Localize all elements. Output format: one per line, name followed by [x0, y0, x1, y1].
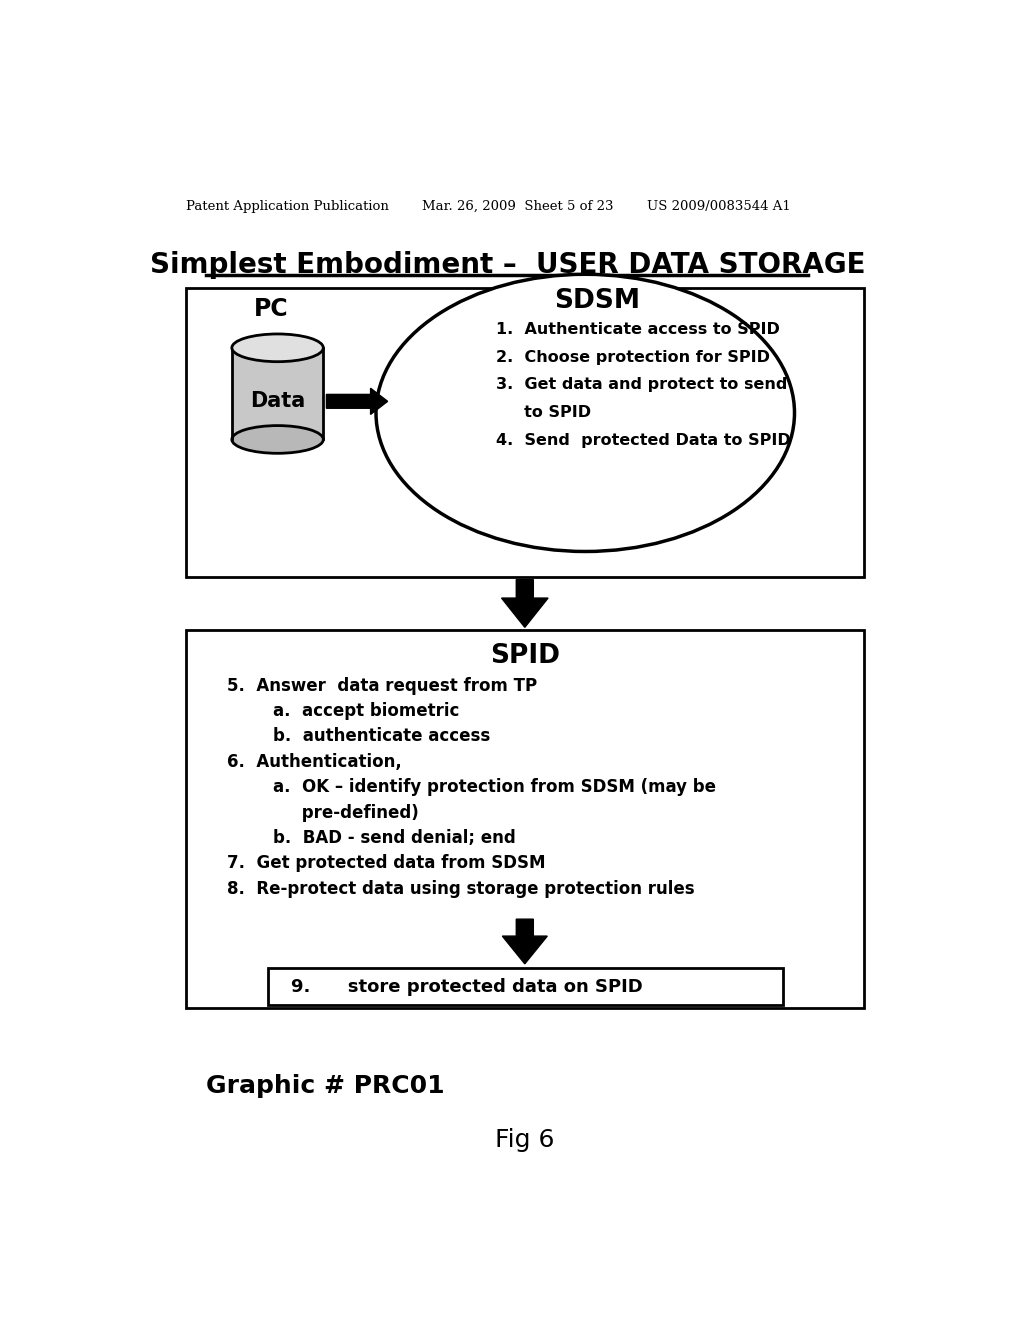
Bar	[186, 631, 864, 1007]
Ellipse shape	[376, 275, 795, 552]
Text: SPID: SPID	[489, 643, 560, 669]
Ellipse shape	[231, 334, 324, 362]
Text: Mar. 26, 2009  Sheet 5 of 23: Mar. 26, 2009 Sheet 5 of 23	[423, 199, 614, 213]
Text: a.  OK – identify protection from SDSM (may be: a. OK – identify protection from SDSM (m…	[227, 779, 716, 796]
Bar	[186, 288, 864, 577]
Text: PC: PC	[254, 297, 289, 321]
Ellipse shape	[231, 425, 324, 453]
Text: 6.  Authentication,: 6. Authentication,	[227, 752, 402, 771]
Text: Fig 6: Fig 6	[495, 1129, 555, 1152]
Text: Data: Data	[250, 391, 305, 412]
Text: Simplest Embodiment –  USER DATA STORAGE: Simplest Embodiment – USER DATA STORAGE	[150, 251, 865, 279]
Polygon shape	[502, 579, 548, 627]
Text: US 2009/0083544 A1: US 2009/0083544 A1	[647, 199, 791, 213]
Text: 7.  Get protected data from SDSM: 7. Get protected data from SDSM	[227, 854, 546, 873]
Text: 9.      store protected data on SPID: 9. store protected data on SPID	[291, 978, 642, 995]
Text: 8.  Re-protect data using storage protection rules: 8. Re-protect data using storage protect…	[227, 880, 695, 898]
Polygon shape	[327, 388, 388, 414]
Text: 2.  Choose protection for SPID: 2. Choose protection for SPID	[496, 350, 770, 364]
Polygon shape	[503, 919, 547, 964]
Text: pre-defined): pre-defined)	[227, 804, 419, 821]
Text: 4.  Send  protected Data to SPID: 4. Send protected Data to SPID	[496, 433, 791, 447]
Text: SDSM: SDSM	[554, 288, 640, 314]
Text: b.  authenticate access: b. authenticate access	[227, 727, 490, 746]
Text: to SPID: to SPID	[496, 405, 591, 420]
Text: b.  BAD - send denial; end: b. BAD - send denial; end	[227, 829, 516, 847]
Text: 5.  Answer  data request from TP: 5. Answer data request from TP	[227, 677, 538, 694]
Text: a.  accept biometric: a. accept biometric	[227, 702, 460, 719]
Text: Patent Application Publication: Patent Application Publication	[186, 199, 389, 213]
Bar	[231, 348, 324, 440]
Text: 3.  Get data and protect to send: 3. Get data and protect to send	[496, 378, 787, 392]
Bar	[267, 969, 783, 1006]
Text: 1.  Authenticate access to SPID: 1. Authenticate access to SPID	[496, 322, 780, 337]
Text: Graphic # PRC01: Graphic # PRC01	[206, 1074, 444, 1098]
